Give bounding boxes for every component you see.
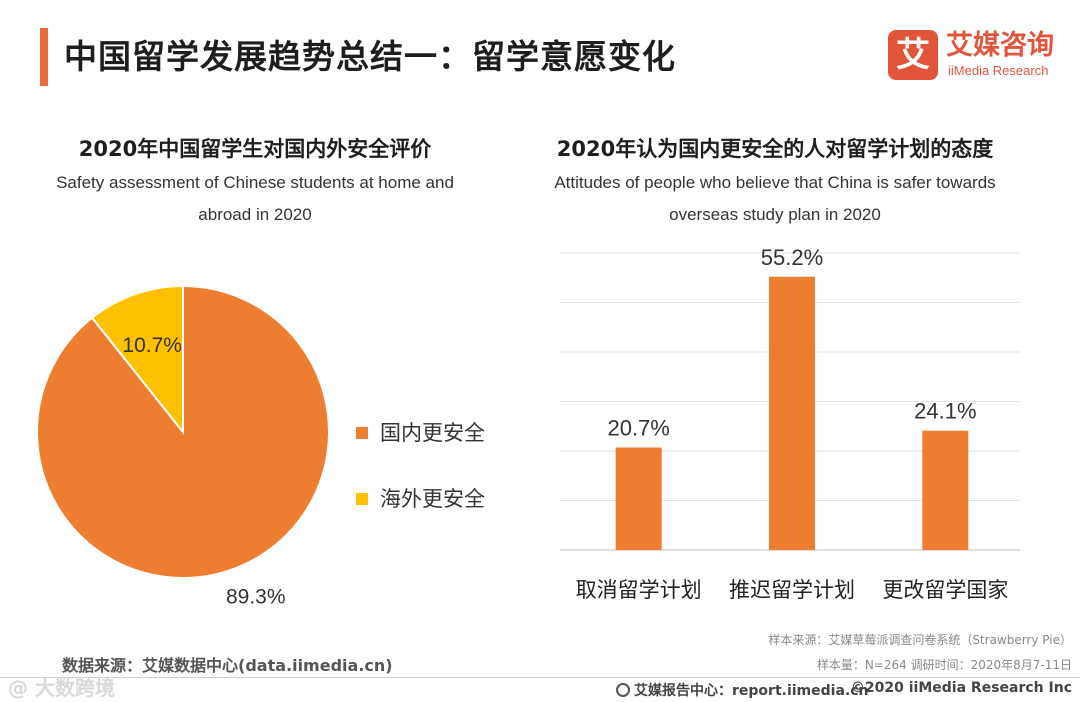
logo-mark-icon: 艾: [888, 30, 938, 80]
page-title: 中国留学发展趋势总结一：留学意愿变化: [64, 37, 676, 76]
title-accent-bar: [40, 28, 48, 86]
bar-chart-title: 2020年认为国内更安全的人对留学计划的态度: [556, 137, 994, 161]
logo-cn-text: 艾媒咨询: [946, 30, 1054, 61]
logo-en-text: iiMedia Research: [948, 63, 1049, 78]
pie-label-domestic-safer: 89.3%: [226, 586, 286, 609]
bar-chart-subtitle: Attitudes of people who believe that Chi…: [515, 167, 1035, 231]
pie-chart-subtitle: Safety assessment of Chinese students at…: [20, 167, 490, 231]
bar-chart: 20.7% 55.2% 24.1% 取消留学计划 推迟留学计划 更改留学国家: [560, 245, 1020, 602]
bar-subtitle-line-1: Attitudes of people who believe that Chi…: [554, 173, 996, 192]
bar-category-cancel-plan: 取消留学计划: [576, 578, 702, 602]
globe-icon: [616, 683, 630, 697]
legend-swatch-domestic-safer: [356, 427, 368, 439]
bar-postpone-plan: [769, 276, 815, 550]
pie-slice-overseas-safer: [90, 284, 184, 435]
brand-logo: 艾 艾媒咨询 iiMedia Research: [888, 30, 1068, 82]
footer-report-text: 艾媒报告中心：report.iimedia.cn: [634, 683, 869, 699]
footer-divider: [0, 677, 1080, 678]
bar-value-change-country: 24.1%: [914, 399, 976, 424]
watermark-text: @ 大数跨境: [8, 676, 115, 700]
legend-label-domestic-safer: 国内更安全: [380, 421, 485, 445]
pie-subtitle-line-2: abroad in 2020: [198, 205, 312, 224]
bar-value-postpone-plan: 55.2%: [761, 245, 823, 270]
bar-cancel-plan: [615, 447, 662, 550]
footer-report-center: 艾媒报告中心：report.iimedia.cn: [616, 680, 869, 700]
bar-category-postpone-plan: 推迟留学计划: [729, 578, 855, 602]
bar-change-country: [922, 430, 969, 550]
sample-info-text: 样本量：N=264 调研时间：2020年8月7-11日: [816, 658, 1072, 672]
legend-swatch-overseas-safer: [356, 493, 368, 505]
legend-label-overseas-safer: 海外更安全: [380, 487, 485, 511]
pie-chart-title: 2020年中国留学生对国内外安全评价: [78, 137, 432, 161]
bar-value-cancel-plan: 20.7%: [607, 416, 669, 441]
pie-chart: 89.3% 10.7%: [36, 284, 330, 609]
sample-source-text: 样本来源：艾媒草莓派调查问卷系统（Strawberry Pie）: [768, 633, 1072, 647]
footer-copyright: ©2020 iiMedia Research Inc: [850, 680, 1072, 696]
bar-category-change-country: 更改留学国家: [882, 578, 1008, 602]
pie-label-overseas-safer: 10.7%: [122, 334, 182, 357]
pie-subtitle-line-1: Safety assessment of Chinese students at…: [56, 173, 454, 192]
data-source-text: 数据来源：艾媒数据中心(data.iimedia.cn): [62, 656, 393, 675]
bar-subtitle-line-2: overseas study plan in 2020: [669, 205, 881, 224]
